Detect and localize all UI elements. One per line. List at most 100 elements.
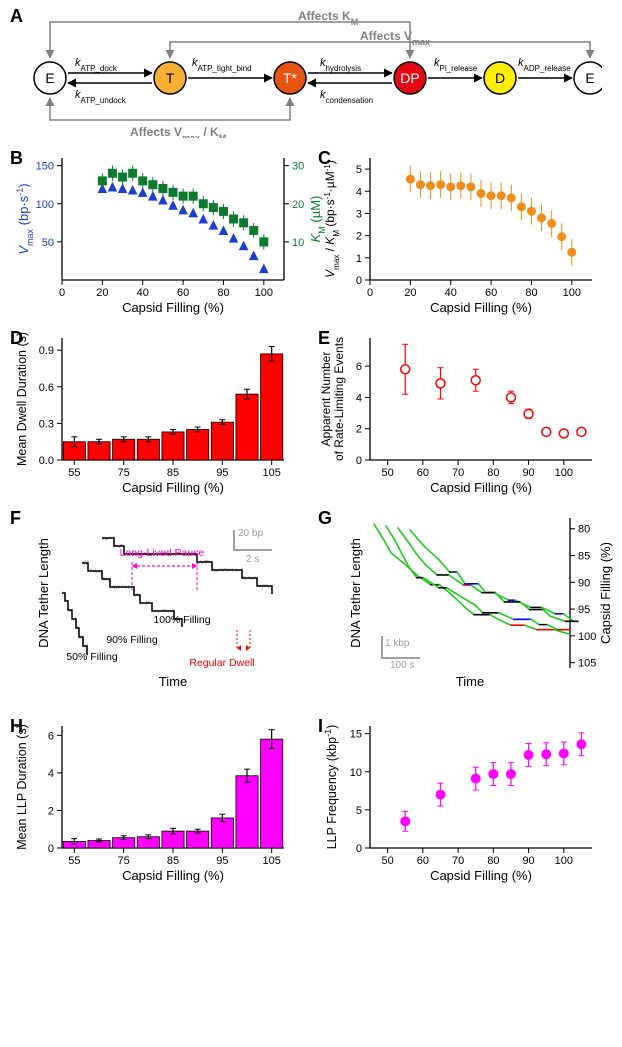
svg-text:70: 70 <box>452 855 464 867</box>
svg-text:95: 95 <box>216 855 228 867</box>
svg-text:20: 20 <box>96 287 108 299</box>
svg-text:Capsid Filling (%): Capsid Filling (%) <box>122 300 224 315</box>
panel-F-chart: 20 bp2 sLong-Lived Pause100% Filling90% … <box>34 514 288 692</box>
svg-text:6: 6 <box>48 730 54 742</box>
svg-text:DNA Tether Length: DNA Tether Length <box>36 538 51 648</box>
svg-text:100: 100 <box>578 631 596 643</box>
svg-text:Capsid Filling (%): Capsid Filling (%) <box>430 868 532 883</box>
svg-text:85: 85 <box>578 551 590 563</box>
svg-text:4: 4 <box>356 186 362 198</box>
svg-text:85: 85 <box>167 467 179 479</box>
panel-H-chart: 024655758595105Capsid Filling (%)Mean LL… <box>12 720 292 884</box>
svg-text:0.9: 0.9 <box>39 345 54 357</box>
svg-text:60: 60 <box>417 855 429 867</box>
svg-text:15: 15 <box>350 729 362 741</box>
svg-text:70: 70 <box>452 467 464 479</box>
svg-text:Time: Time <box>159 674 187 689</box>
panel-label-G: G <box>318 508 332 529</box>
svg-text:Vmax / KM (bp·s-1·µM-1): Vmax / KM (bp·s-1·µM-1) <box>323 160 341 278</box>
svg-text:0: 0 <box>59 287 65 299</box>
panel-D-chart: 0.00.30.60.955758595105Capsid Filling (%… <box>12 332 292 496</box>
svg-text:0.3: 0.3 <box>39 418 54 430</box>
svg-text:Mean Dwell Duration (s): Mean Dwell Duration (s) <box>15 332 29 466</box>
panel-E-chart: 50607080901000246Capsid Filling (%)Appar… <box>320 332 600 496</box>
svg-text:55: 55 <box>68 467 80 479</box>
svg-text:20 bp: 20 bp <box>238 528 263 539</box>
svg-text:T: T <box>166 70 175 86</box>
svg-text:T*: T* <box>283 70 298 86</box>
svg-text:4: 4 <box>48 768 54 780</box>
svg-text:10: 10 <box>292 237 304 249</box>
svg-text:3: 3 <box>356 208 362 220</box>
svg-text:Affects KM: Affects KM <box>298 9 358 27</box>
svg-text:60: 60 <box>485 287 497 299</box>
svg-text:5: 5 <box>356 805 362 817</box>
svg-text:Regular Dwell: Regular Dwell <box>189 657 254 669</box>
svg-text:50: 50 <box>381 467 393 479</box>
svg-text:Capsid Filling (%): Capsid Filling (%) <box>430 480 532 495</box>
panel-B-chart: 02040608010050100150102030Capsid Filling… <box>16 152 326 316</box>
svg-text:100: 100 <box>555 855 573 867</box>
svg-text:0: 0 <box>356 275 362 287</box>
svg-text:10: 10 <box>350 767 362 779</box>
svg-text:60: 60 <box>177 287 189 299</box>
svg-text:6: 6 <box>356 361 362 373</box>
svg-text:Affects Vmax: Affects Vmax <box>360 29 430 47</box>
svg-text:90: 90 <box>522 467 534 479</box>
svg-text:of Rate-Limiting Events: of Rate-Limiting Events <box>332 337 346 461</box>
svg-text:75: 75 <box>118 855 130 867</box>
svg-text:Vmax (bp·s-1): Vmax (bp·s-1) <box>16 183 35 254</box>
svg-text:khydrolysis: khydrolysis <box>320 57 361 73</box>
svg-text:5: 5 <box>356 164 362 176</box>
svg-text:150: 150 <box>36 161 54 173</box>
panel-A-scheme: ETT*DPDEkATP_dockkATP_undockkATP_tight_b… <box>20 8 602 138</box>
svg-text:0.6: 0.6 <box>39 382 54 394</box>
svg-text:80: 80 <box>487 467 499 479</box>
svg-text:kATP_tight_bind: kATP_tight_bind <box>192 57 252 73</box>
svg-text:4: 4 <box>356 392 362 404</box>
panel-label-F: F <box>10 508 21 529</box>
svg-text:80: 80 <box>487 855 499 867</box>
svg-text:95: 95 <box>578 604 590 616</box>
svg-text:Capsid Filling (%): Capsid Filling (%) <box>598 542 613 644</box>
svg-text:90% Filling: 90% Filling <box>106 634 158 646</box>
svg-text:LLP Frequency (kbp-1): LLP Frequency (kbp-1) <box>323 725 339 850</box>
svg-text:100: 100 <box>36 199 54 211</box>
svg-text:50: 50 <box>42 237 54 249</box>
svg-text:0: 0 <box>48 843 54 855</box>
svg-text:85: 85 <box>167 855 179 867</box>
svg-text:100: 100 <box>563 287 581 299</box>
svg-text:D: D <box>495 70 505 86</box>
svg-text:kcondensation: kcondensation <box>320 89 373 105</box>
svg-text:Long-Lived Pause: Long-Lived Pause <box>120 547 205 559</box>
svg-text:2 s: 2 s <box>246 554 259 565</box>
svg-text:40: 40 <box>137 287 149 299</box>
svg-text:0.0: 0.0 <box>39 455 54 467</box>
svg-text:75: 75 <box>118 467 130 479</box>
svg-text:80: 80 <box>578 524 590 536</box>
svg-text:1: 1 <box>356 253 362 265</box>
svg-text:Affects Vmax / KM: Affects Vmax / KM <box>130 125 226 138</box>
svg-text:0: 0 <box>356 455 362 467</box>
svg-text:30: 30 <box>292 161 304 173</box>
svg-text:50% Filling: 50% Filling <box>66 651 118 663</box>
svg-text:kADP_release: kADP_release <box>518 57 571 73</box>
svg-text:100: 100 <box>555 467 573 479</box>
svg-text:100 s: 100 s <box>390 660 414 671</box>
svg-text:100: 100 <box>255 287 273 299</box>
svg-text:20: 20 <box>292 199 304 211</box>
svg-text:0: 0 <box>367 287 373 299</box>
panel-G-chart: 808590951001051 kbp100 sTimeDNA Tether L… <box>346 514 614 692</box>
svg-text:55: 55 <box>68 855 80 867</box>
svg-text:DP: DP <box>400 70 419 86</box>
svg-text:kATP_undock: kATP_undock <box>75 89 127 105</box>
svg-text:Mean LLP Duration (s): Mean LLP Duration (s) <box>15 724 29 850</box>
svg-text:105: 105 <box>262 467 280 479</box>
svg-text:E: E <box>45 70 54 86</box>
panel-I-chart: 5060708090100051015Capsid Filling (%)LLP… <box>320 720 600 884</box>
svg-text:40: 40 <box>445 287 457 299</box>
svg-text:95: 95 <box>216 467 228 479</box>
svg-text:80: 80 <box>525 287 537 299</box>
svg-text:50: 50 <box>381 855 393 867</box>
svg-text:2: 2 <box>356 424 362 436</box>
